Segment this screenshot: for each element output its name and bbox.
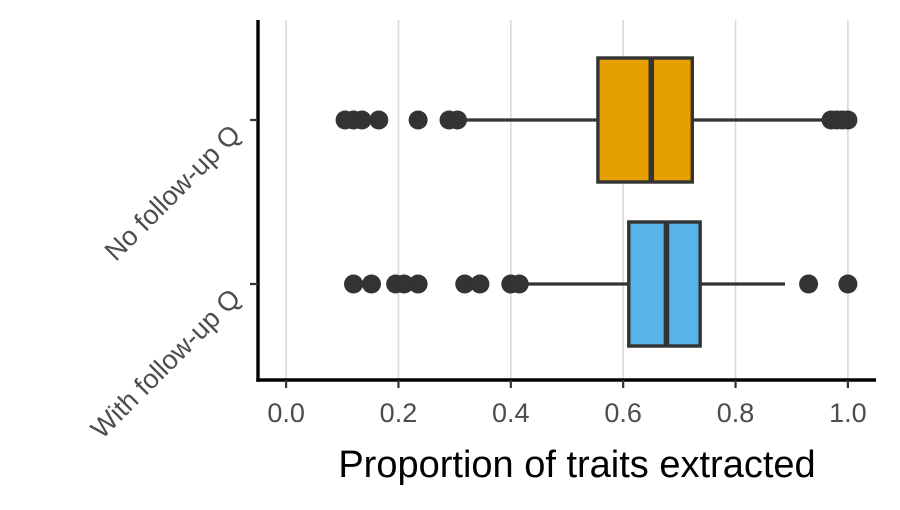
outlier-point [509, 274, 529, 294]
box-iqr [596, 56, 694, 184]
outlier-point [838, 110, 858, 130]
x-tick-label: 1.0 [829, 398, 867, 428]
outlier-point [799, 274, 819, 294]
x-tick-label: 0.8 [717, 398, 755, 428]
x-tick-label: 0.6 [604, 398, 642, 428]
outlier-point [369, 110, 389, 130]
x-axis-ticks: 0.0 0.2 0.4 0.6 0.8 1.0 [267, 380, 867, 428]
outlier-point [394, 274, 414, 294]
outlier-point [408, 110, 428, 130]
y-tick-label: No follow-up Q [99, 119, 246, 266]
outlier-point [352, 110, 372, 130]
box-group [344, 220, 858, 348]
outlier-point [470, 274, 490, 294]
outlier-point [838, 274, 858, 294]
outlier-point [361, 274, 381, 294]
y-axis-ticks: No follow-up Q With follow-up Q [85, 118, 258, 444]
boxplot-series [335, 56, 858, 348]
outlier-point [455, 274, 475, 294]
x-axis-title: Proportion of traits extracted [338, 444, 815, 486]
x-tick-label: 0.2 [380, 398, 418, 428]
x-tick-label: 0.0 [267, 398, 305, 428]
outlier-point [344, 274, 364, 294]
y-tick-label: With follow-up Q [85, 283, 246, 444]
x-tick-label: 0.4 [492, 398, 530, 428]
outlier-point [408, 274, 428, 294]
box-group [335, 56, 858, 184]
grid-lines [285, 20, 849, 380]
outlier-point [447, 110, 467, 130]
